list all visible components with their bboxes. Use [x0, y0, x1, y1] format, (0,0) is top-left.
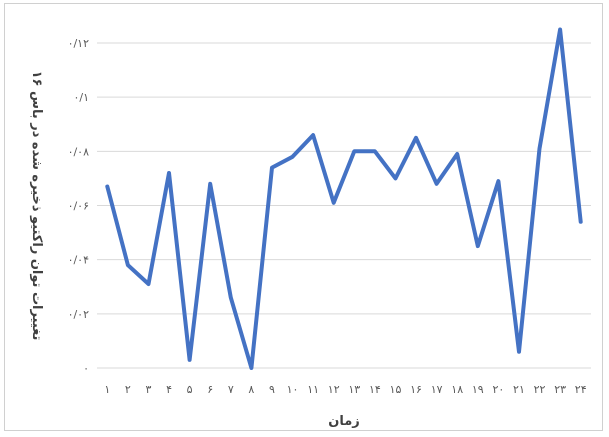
series-line [105, 27, 583, 370]
y-tick-label: ۰/۰۲ [68, 308, 90, 321]
x-tick-label: ۱۱ [307, 383, 319, 396]
x-tick-label: ۹ [269, 383, 275, 396]
x-tick-label: ۱۲ [328, 383, 340, 396]
x-tick-label: ۵ [187, 383, 193, 396]
x-tick-label: ۸ [248, 383, 254, 396]
x-tick-label: ۳ [145, 383, 151, 396]
x-tick-label: ۱۸ [451, 383, 463, 396]
y-tick-label: ۰/۰۸ [68, 145, 90, 158]
x-axis-ticks: ۱ ۲ ۳ ۴ ۵ ۶ ۷ ۸ ۹ ۱۰ ۱۱ ۱۲ ۱۳ ۱۴ ۱۵ ۱۶ ۱۷ ۱۸ ۱۹ ۲۰ ۲۱ ۲۲ ۲۳ ۲۴ [104, 383, 586, 396]
x-tick-label: ۶ [207, 383, 213, 396]
x-tick-label: ۱۷ [431, 383, 443, 396]
x-tick-label: ۱۵ [390, 383, 402, 396]
x-tick-label: ۲۴ [575, 383, 587, 396]
x-tick-label: ۲۰ [492, 383, 504, 396]
x-tick-label: ۲ [125, 383, 131, 396]
y-tick-label: ۰/۰۶ [68, 200, 89, 213]
line-chart: ۰۰/۰۲۰/۰۴۰/۰۶۰/۰۸۰/۱۰/۱۲ ۱ ۲ ۳ ۴ ۵ ۶ ۷ ۸ ۹ ۱۰ ۱۱ ۱۲… [29, 27, 591, 429]
x-tick-label: ۱۴ [369, 383, 381, 396]
y-tick-label: ۰ [83, 362, 89, 375]
y-tick-label: ۰/۱۲ [68, 37, 90, 50]
x-tick-label: ۷ [228, 383, 234, 396]
x-tick-label: ۲۳ [554, 383, 566, 396]
y-axis-ticks: ۰ ۰/۰۲ ۰/۰۴ ۰/۰۶ ۰/۰۸ ۰/۱ ۰/۱۲ [68, 37, 90, 375]
x-tick-label: ۱۶ [410, 383, 422, 396]
x-tick-label: ۱۰ [287, 383, 299, 396]
y-tick-label: ۰/۰۴ [68, 254, 90, 267]
x-tick-label: ۱ [104, 383, 110, 396]
x-tick-label: ۴ [166, 383, 172, 396]
y-tick-label: ۰/۱ [73, 91, 89, 104]
x-tick-label: ۲۲ [534, 383, 546, 396]
series-layer [105, 27, 583, 370]
x-tick-label: ۱۹ [472, 383, 484, 396]
y-axis-title: تغییرات توان راکتیو ذخیره شده در باس ۱۶ [29, 71, 44, 341]
x-axis-title: زمان [328, 414, 360, 429]
x-tick-label: ۱۳ [348, 383, 360, 396]
x-tick-label: ۲۱ [513, 383, 525, 396]
chart-area: ۰ ۰/۰۲ ۰/۰۴ ۰/۰۶ ۰/۰۸ ۰/۱ ۰/۱۲ ۱ ۲ ۳ ۴ ۵ ۶ ۷ ۸ ۹ ۱۰ ۱۱ ۱۲… [4, 3, 603, 431]
